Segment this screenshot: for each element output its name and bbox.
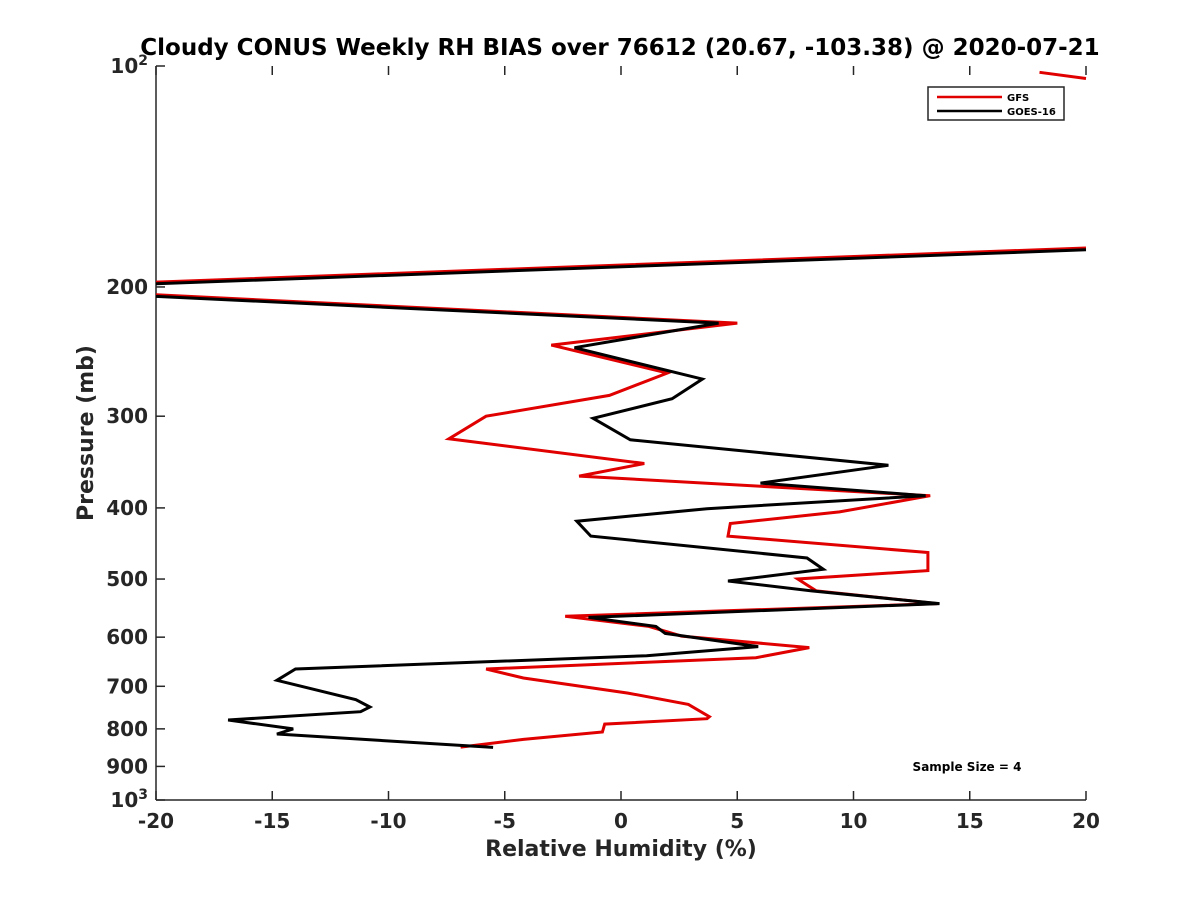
y-tick-label: 800 [106,717,148,741]
x-tick-label: -5 [494,809,516,833]
series-layer [155,70,1087,749]
y-tick-label: 102 [110,53,148,78]
x-tick-label: 0 [614,809,628,833]
y-tick-label: 700 [106,674,148,698]
plot-area: -20 -15 -10 -5 0 5 10 15 20 102 200 300 400 500 600 70… [106,53,1100,833]
y-tick-label: 900 [106,754,148,778]
legend: GFS GOES-16 [927,86,1065,121]
y-tick-label: 600 [106,625,148,649]
series-line-gfs [155,70,1087,749]
x-tick-label: -15 [254,809,290,833]
legend-label-goes16: GOES-16 [1007,107,1056,118]
y-tick-label: 200 [106,275,148,299]
y-axis-label: Pressure (mb) [74,345,99,521]
y-tick-label: 400 [106,496,148,520]
x-tick-label: 20 [1072,809,1100,833]
x-tick-label: 5 [730,809,744,833]
y-tick-label: 300 [106,404,148,428]
x-axis-label: Relative Humidity (%) [485,837,757,862]
x-tick-label: 10 [840,809,868,833]
y-tick-label: 103 [110,787,148,812]
chart-title: Cloudy CONUS Weekly RH BIAS over 76612 (… [140,35,1099,61]
x-tick-label: -10 [370,809,406,833]
series-line-goes16 [155,248,1087,749]
legend-label-gfs: GFS [1007,93,1029,104]
y-ticks: 102 200 300 400 500 600 700 800 900 103 [106,53,165,812]
legend-box [927,86,1065,121]
sample-size-annotation: Sample Size = 4 [913,760,1022,774]
x-ticks: -20 -15 -10 -5 0 5 10 15 20 [138,66,1100,833]
y-tick-label: 500 [106,567,148,591]
x-tick-label: 15 [956,809,984,833]
x-tick-label: -20 [138,809,174,833]
